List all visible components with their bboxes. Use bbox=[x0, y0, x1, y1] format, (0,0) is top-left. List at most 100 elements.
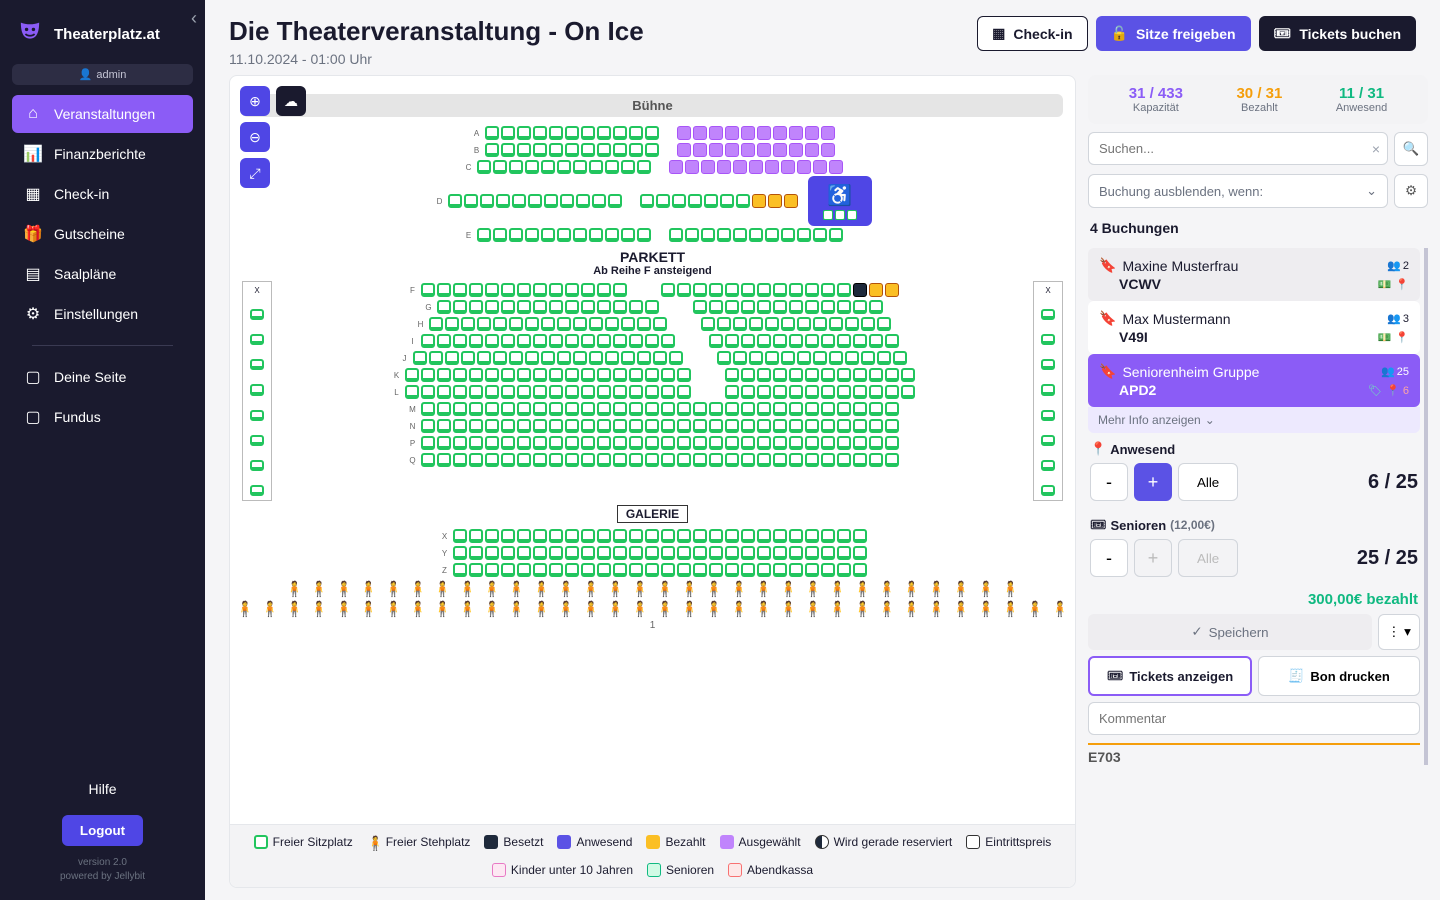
seat[interactable] bbox=[629, 300, 643, 314]
seat[interactable] bbox=[693, 402, 707, 416]
seat[interactable] bbox=[517, 300, 531, 314]
seat[interactable] bbox=[608, 194, 622, 208]
seat[interactable] bbox=[501, 546, 515, 560]
seat[interactable] bbox=[669, 160, 683, 174]
seat[interactable] bbox=[645, 300, 659, 314]
standing-spot[interactable]: 🧍 bbox=[581, 600, 600, 618]
seat[interactable] bbox=[549, 529, 563, 543]
seat[interactable] bbox=[757, 126, 771, 140]
seat[interactable] bbox=[773, 402, 787, 416]
seat[interactable] bbox=[621, 228, 635, 242]
seat[interactable] bbox=[581, 385, 595, 399]
seat[interactable] bbox=[821, 126, 835, 140]
standing-spot[interactable]: 🧍 bbox=[335, 580, 354, 598]
standing-spot[interactable]: 🧍 bbox=[532, 600, 551, 618]
seat[interactable] bbox=[557, 317, 571, 331]
seat[interactable] bbox=[757, 529, 771, 543]
seat[interactable] bbox=[677, 453, 691, 467]
save-button[interactable]: ✓Speichern bbox=[1088, 614, 1372, 650]
seniors-minus-button[interactable]: - bbox=[1090, 539, 1128, 577]
seat[interactable] bbox=[605, 228, 619, 242]
seat[interactable] bbox=[581, 143, 595, 157]
seat[interactable] bbox=[757, 436, 771, 450]
partial-booking[interactable]: E703 bbox=[1088, 743, 1420, 765]
seat[interactable] bbox=[512, 194, 526, 208]
seat[interactable] bbox=[853, 300, 867, 314]
seat[interactable] bbox=[645, 385, 659, 399]
seat[interactable] bbox=[749, 160, 763, 174]
seat[interactable] bbox=[597, 402, 611, 416]
seat[interactable] bbox=[533, 143, 547, 157]
seat[interactable] bbox=[677, 126, 691, 140]
print-receipt-button[interactable]: 🧾Bon drucken bbox=[1258, 656, 1420, 696]
seat[interactable] bbox=[773, 334, 787, 348]
standing-spot[interactable]: 🧍 bbox=[631, 580, 650, 598]
seat[interactable] bbox=[821, 546, 835, 560]
seat[interactable] bbox=[469, 563, 483, 577]
seat[interactable] bbox=[541, 351, 555, 365]
seat[interactable] bbox=[677, 563, 691, 577]
seat[interactable] bbox=[589, 228, 603, 242]
seat[interactable] bbox=[485, 436, 499, 450]
seat[interactable] bbox=[581, 563, 595, 577]
seat[interactable] bbox=[885, 402, 899, 416]
seat[interactable] bbox=[501, 529, 515, 543]
seat[interactable] bbox=[429, 351, 443, 365]
seat[interactable] bbox=[688, 194, 702, 208]
seat[interactable] bbox=[741, 436, 755, 450]
seat[interactable] bbox=[549, 546, 563, 560]
seat[interactable] bbox=[501, 402, 515, 416]
seat[interactable] bbox=[493, 160, 507, 174]
seat[interactable] bbox=[709, 529, 723, 543]
seat[interactable] bbox=[517, 334, 531, 348]
seat[interactable] bbox=[453, 436, 467, 450]
seat[interactable] bbox=[517, 436, 531, 450]
seat[interactable] bbox=[613, 143, 627, 157]
seat[interactable] bbox=[581, 436, 595, 450]
seat[interactable] bbox=[549, 385, 563, 399]
seat[interactable] bbox=[533, 563, 547, 577]
seat[interactable] bbox=[885, 368, 899, 382]
seat[interactable] bbox=[693, 546, 707, 560]
seat[interactable] bbox=[629, 385, 643, 399]
seat[interactable] bbox=[765, 351, 779, 365]
seat[interactable] bbox=[485, 419, 499, 433]
seat[interactable] bbox=[581, 546, 595, 560]
seat[interactable] bbox=[661, 546, 675, 560]
seat[interactable] bbox=[509, 317, 523, 331]
seat[interactable] bbox=[469, 419, 483, 433]
seat[interactable] bbox=[709, 334, 723, 348]
seat[interactable] bbox=[757, 563, 771, 577]
seat[interactable] bbox=[661, 436, 675, 450]
seat[interactable] bbox=[821, 436, 835, 450]
seat[interactable] bbox=[533, 546, 547, 560]
seat[interactable] bbox=[597, 126, 611, 140]
seat[interactable] bbox=[533, 436, 547, 450]
brand[interactable]: Theaterplatz.at bbox=[12, 12, 193, 64]
standing-spot[interactable]: 🧍 bbox=[754, 580, 773, 598]
seat[interactable] bbox=[677, 402, 691, 416]
admin-badge[interactable]: 👤 admin bbox=[12, 64, 193, 85]
seat[interactable] bbox=[501, 436, 515, 450]
seat[interactable] bbox=[669, 228, 683, 242]
seat[interactable] bbox=[725, 283, 739, 297]
seat[interactable] bbox=[885, 453, 899, 467]
seat[interactable] bbox=[421, 402, 435, 416]
standing-spot[interactable]: 🧍 bbox=[581, 580, 600, 598]
seat[interactable] bbox=[837, 546, 851, 560]
seat[interactable] bbox=[597, 563, 611, 577]
standing-spot[interactable]: 🧍 bbox=[779, 580, 798, 598]
seat[interactable] bbox=[549, 436, 563, 450]
seat[interactable] bbox=[885, 334, 899, 348]
seat[interactable] bbox=[493, 317, 507, 331]
seat[interactable] bbox=[869, 436, 883, 450]
seat[interactable] bbox=[437, 283, 451, 297]
seat[interactable] bbox=[405, 368, 419, 382]
seat[interactable] bbox=[589, 351, 603, 365]
seat[interactable] bbox=[645, 419, 659, 433]
present-plus-button[interactable]: + bbox=[1134, 463, 1172, 501]
seat[interactable] bbox=[573, 351, 587, 365]
standing-spot[interactable]: 🧍 bbox=[285, 580, 304, 598]
seat[interactable] bbox=[453, 334, 467, 348]
seat[interactable] bbox=[773, 126, 787, 140]
